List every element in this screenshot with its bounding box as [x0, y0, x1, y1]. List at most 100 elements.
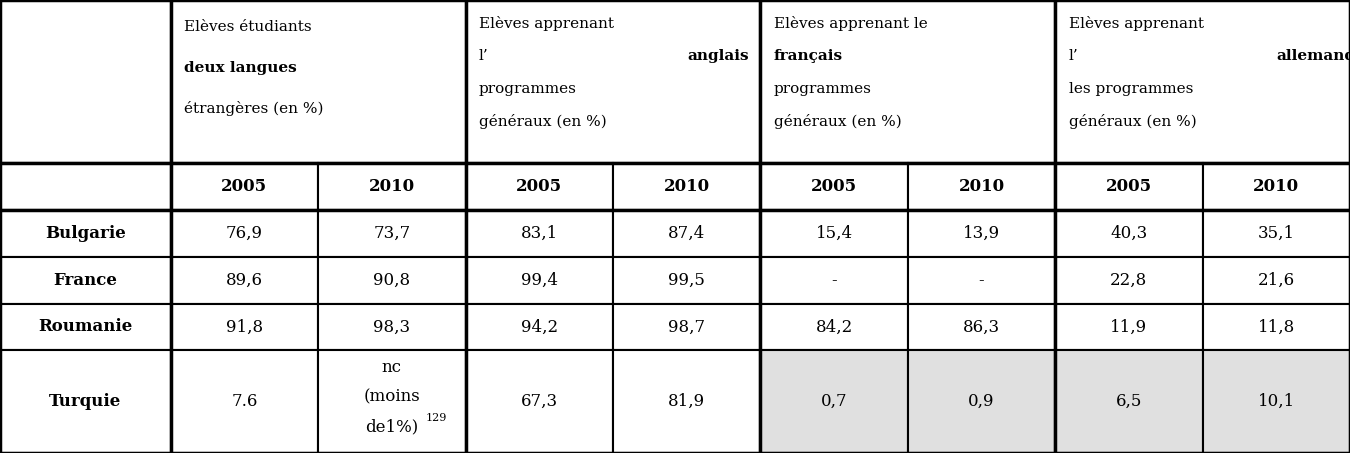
Bar	[0, 304, 170, 350]
Text: 21,6: 21,6	[1258, 272, 1295, 289]
Text: 99,4: 99,4	[521, 272, 558, 289]
Text: Elèves apprenant le: Elèves apprenant le	[774, 16, 927, 31]
Text: 83,1: 83,1	[521, 225, 558, 242]
Text: 2005: 2005	[811, 178, 857, 195]
Text: 98,3: 98,3	[373, 318, 410, 335]
Bar	[907, 350, 1056, 453]
Bar	[319, 304, 466, 350]
Bar	[1056, 164, 1203, 210]
Bar	[1056, 304, 1203, 350]
Text: deux langues: deux langues	[184, 61, 297, 75]
Bar	[613, 304, 760, 350]
Text: Bulgarie: Bulgarie	[45, 225, 126, 242]
Text: -: -	[832, 272, 837, 289]
Text: Turquie: Turquie	[49, 393, 122, 410]
Text: 10,1: 10,1	[1258, 393, 1295, 410]
Bar	[319, 350, 466, 453]
Bar	[907, 304, 1056, 350]
Bar	[613, 257, 760, 304]
Text: 76,9: 76,9	[225, 225, 263, 242]
Text: 67,3: 67,3	[521, 393, 558, 410]
Text: généraux (en %): généraux (en %)	[1069, 114, 1196, 129]
Text: 40,3: 40,3	[1110, 225, 1148, 242]
Text: 7.6: 7.6	[231, 393, 258, 410]
Text: 2010: 2010	[369, 178, 414, 195]
Text: 2010: 2010	[958, 178, 1004, 195]
Bar	[1203, 257, 1350, 304]
Bar	[907, 210, 1056, 257]
Bar	[1056, 257, 1203, 304]
Text: Elèves étudiants: Elèves étudiants	[184, 20, 312, 34]
Bar	[0, 0, 170, 164]
Text: 35,1: 35,1	[1258, 225, 1295, 242]
Bar	[760, 304, 907, 350]
Text: de1%): de1%)	[366, 418, 418, 435]
Text: l’: l’	[1069, 49, 1079, 63]
Text: anglais: anglais	[687, 49, 748, 63]
Text: 13,9: 13,9	[963, 225, 1000, 242]
Bar	[466, 304, 613, 350]
Text: programmes: programmes	[774, 82, 872, 96]
Text: 73,7: 73,7	[373, 225, 410, 242]
Text: 84,2: 84,2	[815, 318, 853, 335]
Text: 22,8: 22,8	[1110, 272, 1148, 289]
Bar	[760, 210, 907, 257]
Text: 98,7: 98,7	[668, 318, 705, 335]
Text: 90,8: 90,8	[373, 272, 410, 289]
Bar	[1203, 210, 1350, 257]
Bar	[613, 210, 760, 257]
Text: les programmes: les programmes	[1069, 82, 1193, 96]
Bar	[760, 164, 907, 210]
Text: 2005: 2005	[516, 178, 563, 195]
Text: 11,9: 11,9	[1110, 318, 1148, 335]
Bar	[1203, 304, 1350, 350]
Text: 94,2: 94,2	[521, 318, 558, 335]
Text: généraux (en %): généraux (en %)	[479, 114, 606, 129]
Bar	[0, 210, 170, 257]
Text: 11,8: 11,8	[1258, 318, 1295, 335]
Text: 81,9: 81,9	[668, 393, 705, 410]
Bar	[0, 350, 170, 453]
Text: 0,9: 0,9	[968, 393, 995, 410]
Text: nc: nc	[382, 359, 402, 376]
Bar	[466, 350, 613, 453]
Text: programmes: programmes	[479, 82, 576, 96]
Text: 86,3: 86,3	[963, 318, 1000, 335]
Bar	[319, 210, 466, 257]
Text: 87,4: 87,4	[668, 225, 705, 242]
Text: 15,4: 15,4	[815, 225, 853, 242]
Text: 129: 129	[425, 413, 447, 423]
Bar	[1056, 350, 1203, 453]
Bar	[0, 257, 170, 304]
Text: 89,6: 89,6	[225, 272, 263, 289]
Bar	[319, 257, 466, 304]
Bar	[760, 257, 907, 304]
Text: -: -	[979, 272, 984, 289]
Bar	[319, 164, 466, 210]
Bar	[170, 164, 319, 210]
Text: 91,8: 91,8	[225, 318, 263, 335]
Text: 2010: 2010	[664, 178, 710, 195]
Text: étrangères (en %): étrangères (en %)	[184, 101, 324, 116]
Bar	[1056, 0, 1350, 164]
Bar	[760, 350, 907, 453]
Bar	[466, 257, 613, 304]
Text: l’: l’	[479, 49, 489, 63]
Bar	[170, 210, 319, 257]
Text: France: France	[54, 272, 117, 289]
Bar	[1056, 210, 1203, 257]
Text: 6,5: 6,5	[1115, 393, 1142, 410]
Text: 99,5: 99,5	[668, 272, 705, 289]
Text: Elèves apprenant: Elèves apprenant	[479, 16, 614, 31]
Text: 2010: 2010	[1253, 178, 1299, 195]
Bar	[1203, 164, 1350, 210]
Text: 2005: 2005	[221, 178, 267, 195]
Bar	[170, 257, 319, 304]
Text: français: français	[774, 49, 842, 63]
Bar	[170, 0, 466, 164]
Text: Elèves apprenant: Elèves apprenant	[1069, 16, 1204, 31]
Bar	[613, 350, 760, 453]
Bar	[760, 0, 1056, 164]
Text: Roumanie: Roumanie	[38, 318, 132, 335]
Bar	[466, 164, 613, 210]
